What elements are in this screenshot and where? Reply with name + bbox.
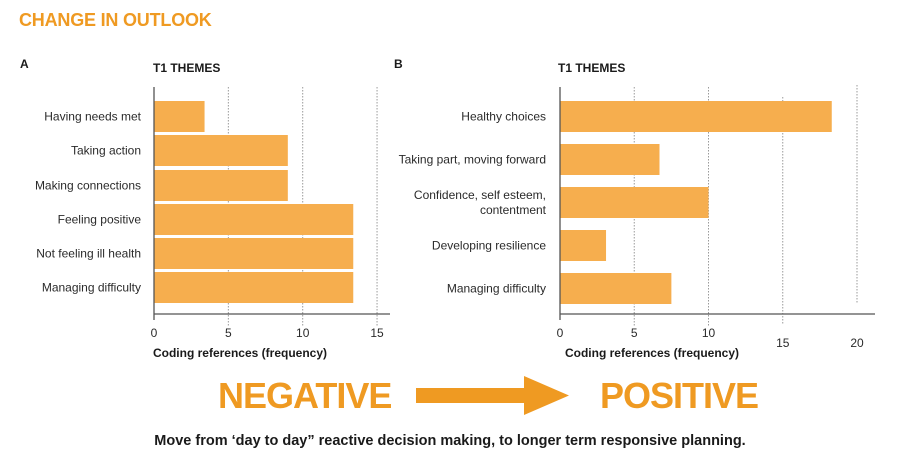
- category-label-line: Having needs met: [44, 110, 141, 124]
- category-label: Taking action: [71, 144, 141, 158]
- bar: [154, 101, 205, 132]
- category-label: Managing difficulty: [42, 281, 141, 295]
- category-label-line: Managing difficulty: [42, 281, 141, 295]
- x-tick-label: 0: [557, 326, 564, 340]
- x-axis-title: Coding references (frequency): [153, 346, 327, 360]
- chart-a-title: T1 THEMES: [153, 61, 221, 75]
- bar: [154, 135, 288, 166]
- category-label: Healthy choices: [461, 110, 546, 124]
- bar: [154, 204, 354, 235]
- bar: [154, 238, 354, 269]
- bar: [560, 230, 607, 261]
- caption: Move from ‘day to day” reactive decision…: [154, 433, 746, 449]
- x-axis-title: Coding references (frequency): [565, 346, 739, 360]
- category-label-line: Taking part, moving forward: [399, 153, 546, 167]
- category-label: Developing resilience: [432, 239, 546, 253]
- negative-label: NEGATIVE: [218, 375, 392, 416]
- category-label-line: Feeling positive: [58, 213, 142, 227]
- category-label: Not feeling ill health: [36, 247, 141, 261]
- x-tick-label: 0: [151, 326, 158, 340]
- x-tick-label: 10: [296, 326, 310, 340]
- x-tick-label: 20: [850, 336, 864, 350]
- category-label: Managing difficulty: [447, 282, 546, 296]
- category-label-line: Developing resilience: [432, 239, 546, 253]
- bar: [154, 272, 354, 303]
- bar: [560, 273, 672, 304]
- category-label-line: Not feeling ill health: [36, 247, 141, 261]
- page-title: CHANGE IN OUTLOOK: [19, 10, 212, 30]
- bar: [560, 187, 709, 218]
- positive-label: POSITIVE: [600, 375, 759, 416]
- category-label-line: Confidence, self esteem,: [414, 188, 546, 202]
- right-arrow-icon: [416, 376, 569, 415]
- category-label: Feeling positive: [58, 213, 142, 227]
- x-tick-label: 15: [370, 326, 384, 340]
- bar: [560, 101, 832, 132]
- category-label-line: contentment: [480, 203, 547, 217]
- x-tick-label: 10: [702, 326, 716, 340]
- category-label-line: Healthy choices: [461, 110, 546, 124]
- x-tick-label: 5: [225, 326, 232, 340]
- panel-b-letter: B: [394, 57, 403, 71]
- chart-a: Having needs met Taking action Making conn…: [35, 87, 390, 360]
- category-label: Taking part, moving forward: [399, 153, 546, 167]
- x-tick-label: 5: [631, 326, 638, 340]
- category-label: Making connections: [35, 179, 141, 193]
- category-label-line: Making connections: [35, 179, 141, 193]
- category-label-line: Taking action: [71, 144, 141, 158]
- bar: [560, 144, 660, 175]
- category-label: Confidence, self esteem, contentment: [414, 188, 547, 217]
- category-label: Having needs met: [44, 110, 141, 124]
- chart-b-title: T1 THEMES: [558, 61, 626, 75]
- category-label-line: Managing difficulty: [447, 282, 546, 296]
- bar: [154, 170, 288, 201]
- x-tick-label: 15: [776, 336, 790, 350]
- panel-a-letter: A: [20, 57, 29, 71]
- chart-b: Healthy choices Taking part, moving forwa…: [399, 85, 875, 360]
